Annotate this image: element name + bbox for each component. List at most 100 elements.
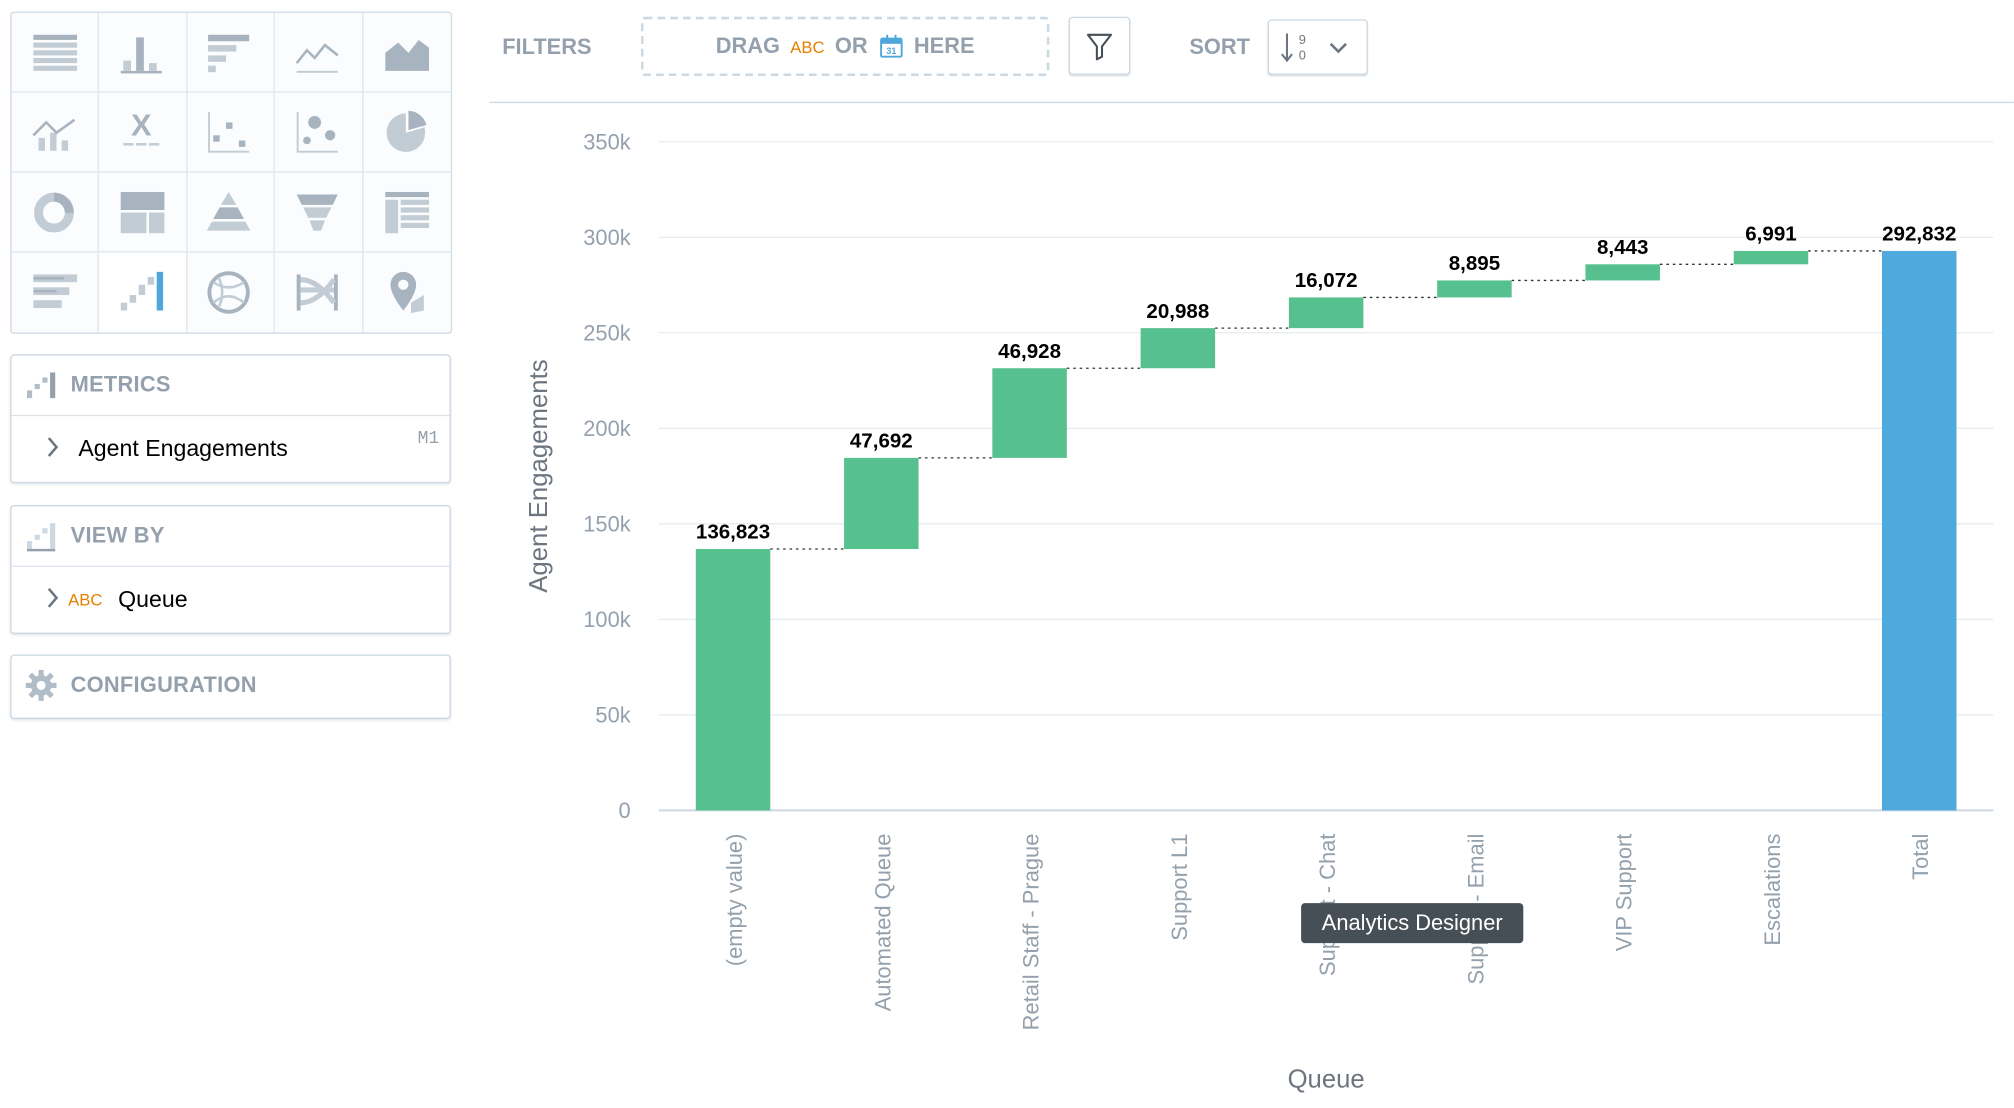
x-axis-title: Queue <box>1288 1065 1365 1093</box>
vis-type-pivot-table[interactable] <box>362 172 451 253</box>
svg-text:31: 31 <box>886 46 896 56</box>
attribute-type-badge: ABC <box>68 590 103 610</box>
total-bar <box>1882 250 1957 811</box>
configuration-header[interactable]: CONFIGURATION <box>12 656 450 715</box>
waterfall-chart-icon <box>120 271 164 311</box>
vis-type-combo-chart[interactable] <box>11 92 100 173</box>
bubble-chart-icon <box>296 111 338 153</box>
column-chart-icon <box>120 36 162 73</box>
vis-type-bubble-chart[interactable] <box>275 92 363 173</box>
data-label: 46,928 <box>998 340 1061 363</box>
waterfall-bar <box>992 368 1067 458</box>
line-chart-icon <box>295 42 339 73</box>
vis-type-treemap[interactable] <box>99 172 188 253</box>
data-label: 136,823 <box>696 521 770 544</box>
vis-type-funnel-chart[interactable] <box>275 172 363 253</box>
x-tick-label: Total <box>1908 834 1933 880</box>
chevron-right-icon <box>47 437 59 457</box>
metrics-title: METRICS <box>70 372 171 397</box>
vis-type-line-chart[interactable] <box>275 12 363 93</box>
vis-type-pie-chart[interactable] <box>362 92 451 173</box>
filters-label: FILTERS <box>502 34 592 60</box>
filter-drop-zone[interactable]: DRAG ABC OR 31 HERE <box>640 16 1050 77</box>
y-axis-title: Agent Engagements <box>525 359 553 592</box>
data-label: 8,443 <box>1597 236 1648 259</box>
view-by-item-label: Queue <box>118 585 188 612</box>
data-label: 292,832 <box>1882 223 1956 246</box>
table-icon <box>32 34 77 71</box>
waterfall-bar <box>844 457 919 550</box>
vis-type-headline[interactable]: X <box>99 92 188 173</box>
visualization-picker: X <box>10 11 453 334</box>
configuration-panel[interactable]: CONFIGURATION <box>10 654 451 719</box>
treemap-icon <box>120 191 165 233</box>
waterfall-bar <box>1585 264 1660 281</box>
pie-chart-icon <box>386 110 427 152</box>
waterfall-bar <box>1733 250 1809 265</box>
x-tick-label: (empty value) <box>722 834 747 967</box>
view-by-panel: VIEW BY ABC Queue <box>10 505 451 634</box>
vis-type-bullet-chart[interactable] <box>11 252 100 333</box>
view-by-header: VIEW BY <box>11 506 450 567</box>
vis-type-table[interactable] <box>11 12 100 93</box>
svg-text:X: X <box>131 107 152 142</box>
area-chart-icon <box>385 39 429 71</box>
scatter-plot-icon <box>208 111 250 153</box>
vis-type-scatter-plot[interactable] <box>187 92 276 173</box>
svg-text:0: 0 <box>1299 47 1306 62</box>
x-tick-label: Escalations <box>1760 834 1785 946</box>
data-label: 47,692 <box>850 430 913 453</box>
drop-drag-text: DRAG <box>715 33 781 58</box>
sort-descending-icon: 90 <box>1281 31 1306 62</box>
dependency-wheel-icon <box>208 271 251 314</box>
gear-icon <box>25 669 57 701</box>
y-tick-label: 100k <box>583 607 630 632</box>
vis-type-dependency-wheel[interactable] <box>187 252 276 333</box>
vis-type-pyramid-chart[interactable] <box>187 172 276 253</box>
bullet-chart-icon <box>32 274 77 308</box>
vis-type-donut-chart[interactable] <box>11 172 100 253</box>
data-label: 20,988 <box>1146 300 1209 323</box>
waterfall-bar <box>1140 328 1216 369</box>
vis-type-geo-pushpin[interactable] <box>362 252 451 333</box>
x-tick-label: Retail Staff - Prague <box>1019 834 1044 1031</box>
vis-type-waterfall-chart[interactable] <box>99 252 188 333</box>
funnel-chart-icon <box>296 193 338 230</box>
chevron-right-icon <box>47 587 59 608</box>
metrics-icon <box>26 372 56 399</box>
pivot-table-icon <box>385 191 429 233</box>
metric-item-agent-engagements[interactable]: Agent Engagements M1 <box>12 416 450 480</box>
configuration-title: CONFIGURATION <box>70 672 257 698</box>
donut-chart-icon <box>33 191 74 232</box>
vis-type-bar-chart[interactable] <box>187 12 276 93</box>
chevron-down-icon <box>1329 42 1347 53</box>
drop-attribute-badge: ABC <box>790 36 825 57</box>
x-tick-label: Automated Queue <box>870 834 895 1012</box>
funnel-filter-icon <box>1086 33 1113 60</box>
vis-type-column-chart[interactable] <box>99 12 188 93</box>
x-tick-label: VIP Support <box>1612 834 1637 952</box>
toolbar-divider <box>489 101 2014 104</box>
view-by-item-queue[interactable]: ABC Queue <box>12 567 450 631</box>
waterfall-bar <box>695 549 771 811</box>
geo-pushpin-icon <box>390 271 424 314</box>
y-tick-label: 350k <box>583 129 630 154</box>
y-tick-label: 50k <box>595 703 630 728</box>
waterfall-chart: 0 50k 100k 150k 200k 250k 300k 350k 136,823 47,69… <box>525 129 1994 1093</box>
data-label: 6,991 <box>1745 223 1796 246</box>
view-by-title: VIEW BY <box>70 523 165 548</box>
sort-label: SORT <box>1189 34 1251 60</box>
vis-type-area-chart[interactable] <box>362 12 451 93</box>
svg-text:9: 9 <box>1299 31 1306 46</box>
metrics-panel: METRICS Agent Engagements M1 <box>10 354 451 484</box>
x-tick-label: Support L1 <box>1167 834 1192 941</box>
metric-tag: M1 <box>417 429 440 450</box>
y-tick-label: 150k <box>583 512 630 537</box>
data-label: 8,895 <box>1449 252 1500 275</box>
data-label: 16,072 <box>1295 269 1358 292</box>
y-tick-label: 250k <box>583 320 630 345</box>
vis-type-sankey-chart[interactable] <box>275 252 363 333</box>
filter-button[interactable] <box>1068 16 1131 75</box>
drop-or-text: OR <box>834 33 868 58</box>
